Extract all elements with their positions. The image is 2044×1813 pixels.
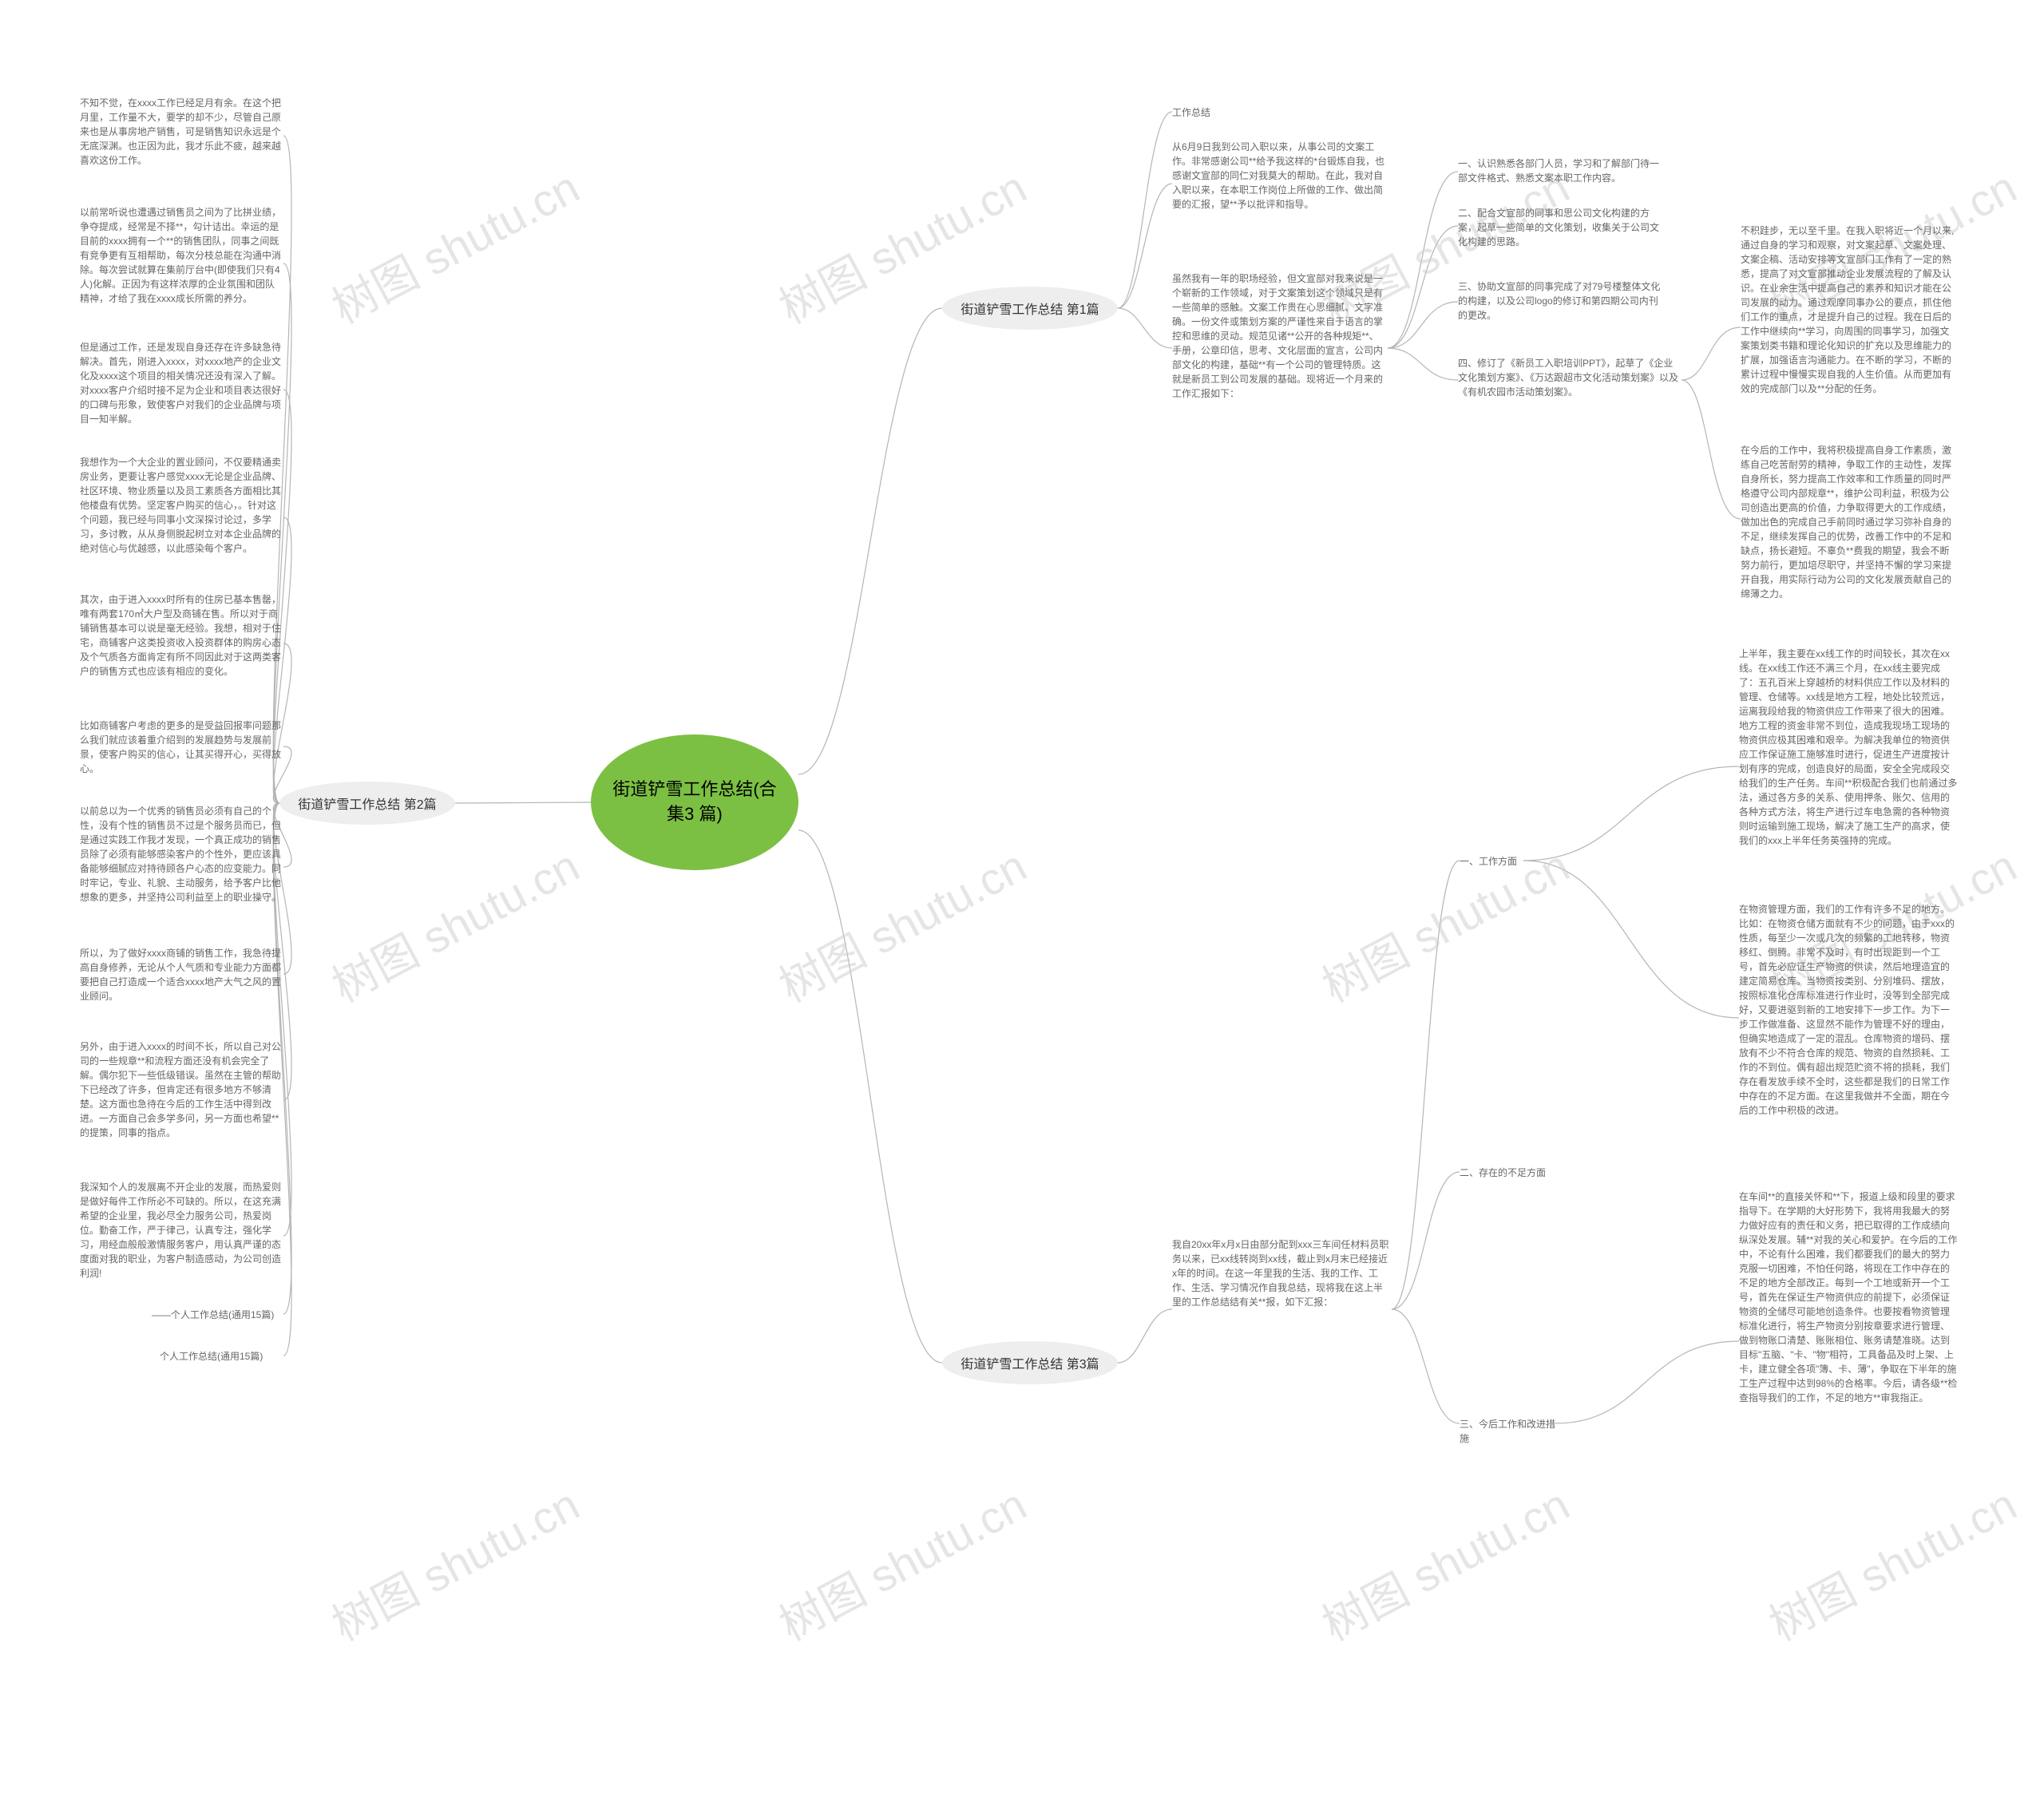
- leaf-s2l: 个人工作总结(通用15篇): [160, 1349, 283, 1364]
- leaf-s1c4b: 在今后的工作中，我将积极提高自身工作素质，激练自己吃苦耐劳的精神，争取工作的主动…: [1741, 443, 1956, 601]
- watermark: 树图 shutu.cn: [319, 831, 589, 1015]
- leaf-s3b1a: 上半年，我主要在xx线工作的时间较长，其次在xx线。在xx线工作还不满三个月，在…: [1739, 647, 1959, 848]
- leaf-s2j: 我深知个人的发展离不开企业的发展，而热爱则是做好每件工作所必不可缺的。所以，在这…: [80, 1180, 283, 1281]
- leaf-s2f: 比如商铺客户考虑的更多的是受益回报率问题那么我们就应该着重介绍到的发展趋势与发展…: [80, 718, 283, 776]
- leaf-s1a: 工作总结: [1172, 105, 1236, 120]
- center-node: 街道铲雪工作总结(合集3 篇): [591, 734, 798, 870]
- watermark: 树图 shutu.cn: [766, 1470, 1036, 1654]
- leaf-s2e: 其次，由于进入xxxx时所有的住房已基本售罄，唯有两套170㎡大户型及商铺在售。…: [80, 592, 283, 679]
- leaf-s1b: 从6月9日我到公司入职以来，从事公司的文案工作。非常感谢公司**给予我这样的*台…: [1172, 140, 1388, 212]
- leaf-s2d: 我想作为一个大企业的置业顾问，不仅要精通卖房业务，更要让客户感觉xxxx无论是企…: [80, 455, 283, 556]
- leaf-s2b: 以前常听说也遭遇过销售员之间为了比拼业绩，争夺提成，经常是不择**，勾计诘出。幸…: [80, 205, 283, 306]
- leaf-s3a: 我自20xx年x月x日由部分配到xxx三车间任材料员职务以来，已xx线转岗到xx…: [1172, 1237, 1392, 1309]
- section-2-label: 街道铲雪工作总结 第2篇: [298, 794, 436, 813]
- watermark: 树图 shutu.cn: [319, 152, 589, 337]
- center-label: 街道铲雪工作总结(合集3 篇): [607, 778, 782, 827]
- leaf-s3b2: 二、存在的不足方面: [1460, 1166, 1555, 1180]
- watermark: 树图 shutu.cn: [1757, 1470, 2026, 1654]
- leaf-s2k: ——个人工作总结(通用15篇): [152, 1308, 283, 1322]
- section-1-label: 街道铲雪工作总结 第1篇: [961, 299, 1099, 318]
- leaf-s1c1: 一、认识熟悉各部门人员，学习和了解部门待一部文件格式、熟悉文案本职工作内容。: [1458, 156, 1666, 185]
- leaf-s1c: 虽然我有一年的职场经验，但文宣部对我来说是一个崭新的工作领域，对于文案策划这个领…: [1172, 271, 1388, 401]
- leaf-s2a: 不知不觉，在xxxx工作已经足月有余。在这个把月里，工作量不大，要学的却不少，尽…: [80, 96, 283, 168]
- leaf-s3b1: 一、工作方面: [1460, 854, 1523, 869]
- leaf-s3b1b: 在物资管理方面，我们的工作有许多不足的地方。比如：在物资仓储方面就有不少的问题，…: [1739, 902, 1959, 1118]
- watermark: 树图 shutu.cn: [319, 1470, 589, 1654]
- watermark: 树图 shutu.cn: [1309, 1470, 1579, 1654]
- section-3-label: 街道铲雪工作总结 第3篇: [961, 1353, 1099, 1372]
- leaf-s1c4a: 不积跬步，无以至千里。在我入职将近一个月以来,通过自身的学习和观察，对文案起草、…: [1741, 224, 1956, 396]
- leaf-s1c3: 三、协助文宣部的同事完成了对79号楼整体文化的构建，以及公司logo的修订和第四…: [1458, 279, 1666, 323]
- leaf-s3b3a: 在车间**的直接关怀和**下，报道上级和段里的要求指导下。在学期的大好形势下，我…: [1739, 1190, 1959, 1405]
- leaf-s3b3: 三、今后工作和改进措施: [1460, 1417, 1555, 1446]
- leaf-s2c: 但是通过工作，还是发现自身还存在许多缺急待解决。首先，刚进入xxxx，对xxxx…: [80, 340, 283, 426]
- leaf-s1c4: 四、修订了《新员工入职培训PPT》，起草了《企业文化策划方案》、《万达跟超市文化…: [1458, 356, 1682, 399]
- connector-layer: [0, 0, 2044, 1813]
- leaf-s2g: 以前总以为一个优秀的销售员必须有自己的个性，没有个性的销售员不过是个服务员而已，…: [80, 804, 283, 905]
- leaf-s2i: 另外，由于进入xxxx的时间不长，所以自己对公司的一些规章**和流程方面还没有机…: [80, 1039, 283, 1140]
- leaf-s2h: 所以，为了做好xxxx商铺的销售工作，我急待提高自身修养，无论从个人气质和专业能…: [80, 946, 283, 1003]
- leaf-s1c2: 二、配合文宣部的同事和思公司文化构建的方案，起草一些简单的文化策划，收集关于公司…: [1458, 206, 1666, 249]
- section-3-node: 街道铲雪工作总结 第3篇: [942, 1341, 1118, 1384]
- section-2-node: 街道铲雪工作总结 第2篇: [279, 782, 455, 825]
- watermark: 树图 shutu.cn: [766, 831, 1036, 1015]
- section-1-node: 街道铲雪工作总结 第1篇: [942, 287, 1118, 330]
- watermark: 树图 shutu.cn: [1309, 831, 1579, 1015]
